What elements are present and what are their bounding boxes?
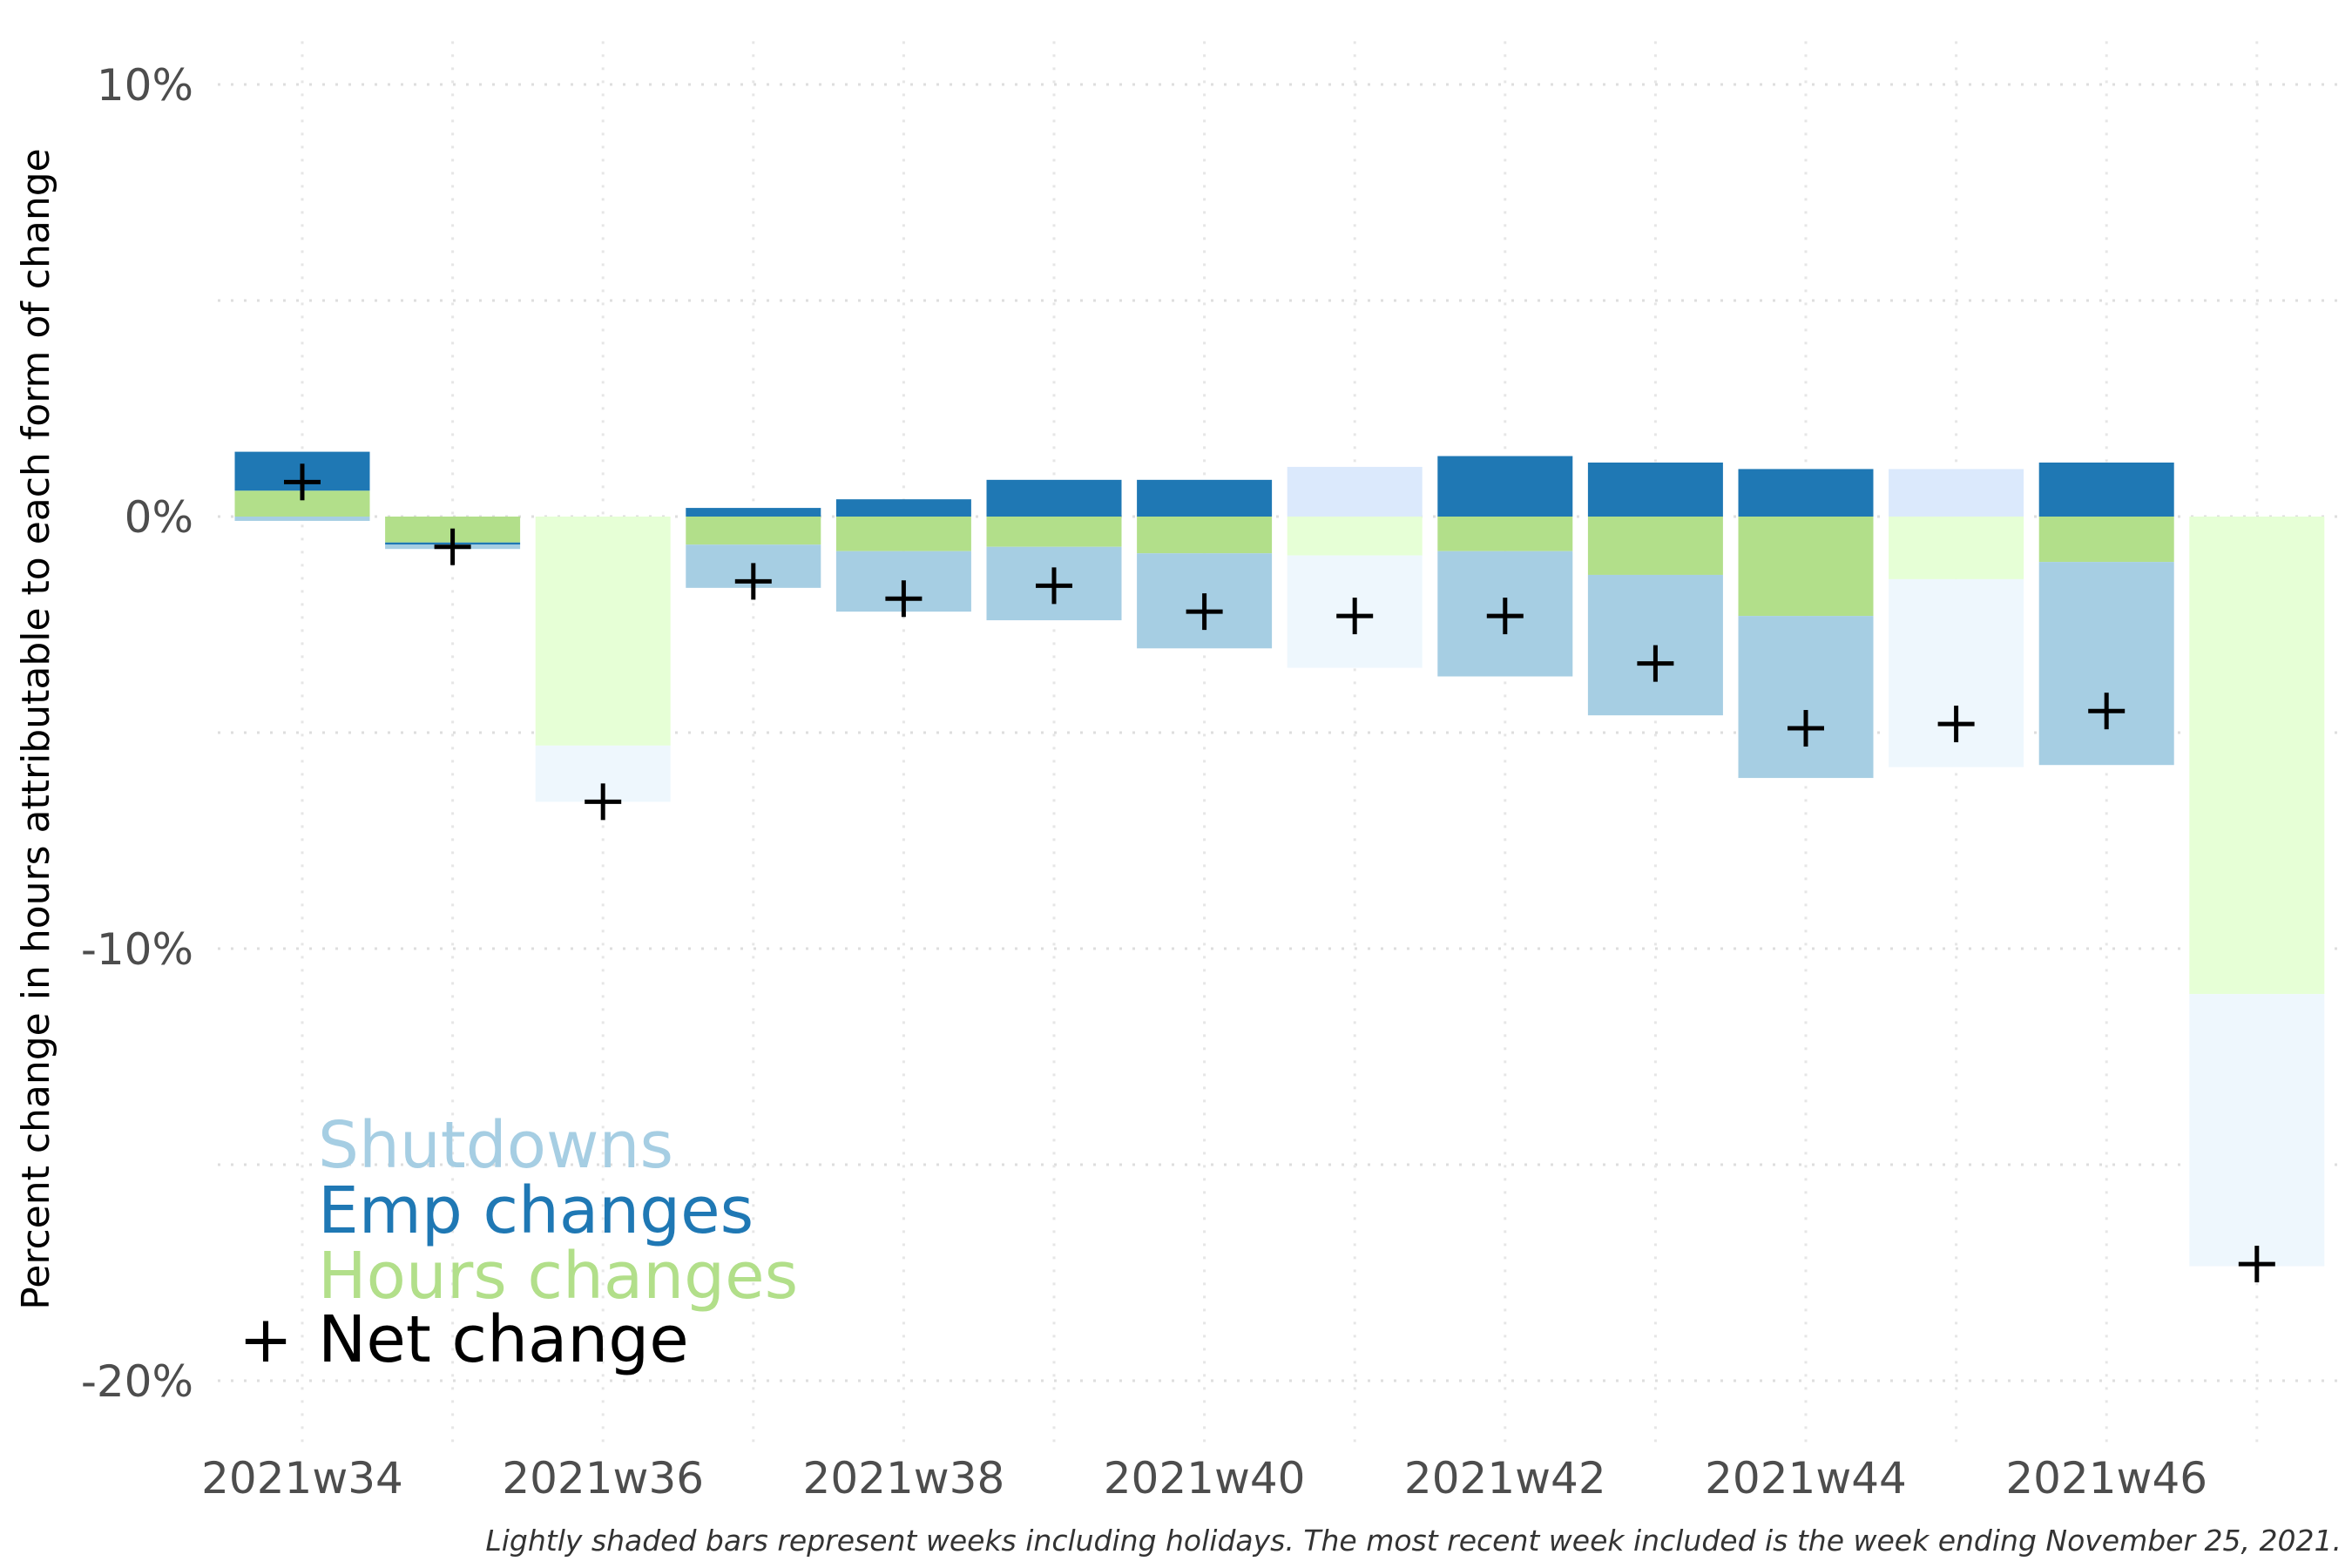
y-axis-label: Percent change in hours attributable to …: [14, 148, 58, 1309]
x-tick-label: 2021w44: [1705, 1453, 1907, 1504]
bar-emp-2021w42: [1437, 456, 1573, 517]
bar-hours-2021w37: [686, 517, 821, 545]
net-marker-2021w40: [1186, 593, 1223, 631]
x-tick-label: 2021w42: [1404, 1453, 1606, 1504]
net-marker-2021w38: [885, 580, 923, 618]
bar-hours-2021w46: [2038, 517, 2174, 563]
y-tick-label: 10%: [97, 60, 193, 111]
bar-shutdowns-2021w47: [2189, 994, 2325, 1267]
legend-marker-net: +: [239, 1302, 293, 1377]
y-tick-label: 0%: [125, 492, 193, 543]
net-marker-2021w37: [734, 563, 772, 600]
net-marker-2021w42: [1486, 598, 1524, 635]
bar-hours-2021w43: [1587, 517, 1723, 575]
bar-emp-2021w45: [1889, 469, 2024, 517]
x-axis: 2021w34 2021w36 2021w38 2021w40 2021w42 2021w…: [201, 1453, 2207, 1504]
y-axis: 10% 0% -10% -20%: [81, 60, 193, 1407]
x-tick-label: 2021w38: [803, 1453, 1005, 1504]
net-marker-2021w41: [1336, 598, 1374, 635]
net-marker-2021w45: [1937, 706, 1975, 743]
y-tick-label: -20%: [81, 1356, 193, 1407]
x-tick-label: 2021w34: [201, 1453, 403, 1504]
net-marker-2021w35: [434, 528, 471, 565]
x-tick-label: 2021w46: [2005, 1453, 2207, 1504]
bar-shutdowns-2021w46: [2038, 562, 2174, 766]
bar-hours-2021w41: [1287, 517, 1423, 556]
bar-hours-2021w38: [835, 517, 971, 551]
bar-hours-2021w44: [1738, 517, 1874, 617]
bar-emp-2021w40: [1137, 479, 1273, 517]
y-tick-label: -10%: [81, 924, 193, 975]
bar-hours-2021w45: [1889, 517, 2024, 579]
net-change-markers: [284, 463, 2275, 1283]
bar-emp-2021w44: [1738, 469, 1874, 517]
bar-emp-2021w41: [1287, 466, 1423, 517]
bar-emp-2021w39: [986, 479, 1122, 517]
bar-hours-2021w40: [1137, 517, 1273, 554]
x-tick-label: 2021w40: [1104, 1453, 1306, 1504]
bar-emp-2021w38: [835, 499, 971, 517]
bar-hours-2021w42: [1437, 517, 1573, 551]
x-tick-label: 2021w36: [502, 1453, 704, 1504]
bar-hours-2021w36: [535, 517, 671, 746]
caption: Lightly shaded bars represent weeks incl…: [485, 1524, 2342, 1558]
net-marker-2021w36: [585, 783, 622, 821]
bar-hours-2021w39: [986, 517, 1122, 547]
bar-shutdowns-2021w34: [234, 517, 370, 521]
legend-entry-emp: Emp changes: [318, 1173, 754, 1248]
bar-emp-2021w37: [686, 508, 821, 517]
bar-shutdowns-2021w43: [1587, 574, 1723, 716]
bar-shutdowns-2021w44: [1738, 616, 1874, 779]
bar-hours-2021w47: [2189, 517, 2325, 995]
net-marker-2021w43: [1637, 645, 1674, 682]
net-marker-2021w47: [2238, 1246, 2275, 1283]
bar-emp-2021w43: [1587, 463, 1723, 517]
legend-entry-hours: Hours changes: [318, 1239, 798, 1314]
net-marker-2021w46: [2088, 693, 2126, 730]
net-marker-2021w34: [284, 463, 321, 501]
legend-entry-shutdowns: Shutdowns: [318, 1108, 673, 1183]
bar-emp-2021w46: [2038, 463, 2174, 517]
net-marker-2021w44: [1788, 710, 1824, 747]
legend-entry-net: Net change: [318, 1302, 689, 1377]
net-marker-2021w39: [1036, 567, 1072, 605]
